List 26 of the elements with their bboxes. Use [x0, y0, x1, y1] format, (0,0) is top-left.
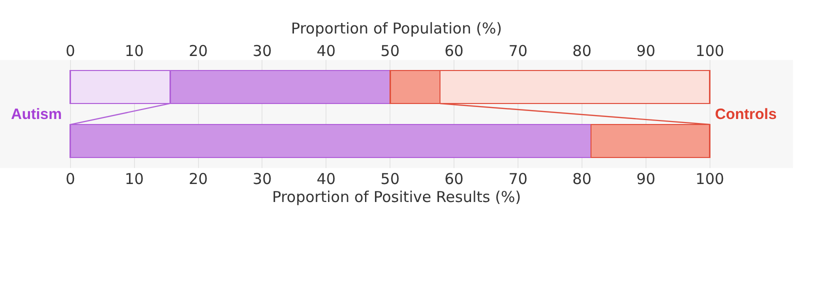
x2-tick-label: 90: [636, 42, 656, 60]
x-tick-label: 40: [316, 170, 336, 188]
x-tick-label: 100: [696, 170, 724, 188]
x-tick-label: 60: [444, 170, 464, 188]
x2-tick-label: 50: [380, 42, 400, 60]
x2-tick-label: 0: [66, 42, 76, 60]
x2-tick-label: 70: [508, 42, 528, 60]
x-tick-label: 80: [572, 170, 592, 188]
x2-tick-label: 60: [444, 42, 464, 60]
x2-tick-label: 100: [696, 42, 724, 60]
x2-tick-label: 40: [316, 42, 336, 60]
annotation: Controls: [715, 106, 777, 123]
annotation: Autism: [11, 106, 62, 123]
x-tick-label: 50: [380, 170, 400, 188]
x-tick-label: 0: [66, 170, 76, 188]
x2-axis-title: Proportion of Population (%): [291, 19, 502, 38]
x-tick-label: 20: [188, 170, 208, 188]
x2-tick-label: 30: [252, 42, 272, 60]
x-tick-label: 90: [636, 170, 656, 188]
x2-tick-label: 80: [572, 42, 592, 60]
x2-tick-label: 10: [124, 42, 144, 60]
x-tick-label: 10: [124, 170, 144, 188]
x2-tick-label: 20: [188, 42, 208, 60]
x-tick-label: 30: [252, 170, 272, 188]
x-tick-label: 70: [508, 170, 528, 188]
x-axis-title: Proportion of Positive Results (%): [272, 188, 521, 206]
